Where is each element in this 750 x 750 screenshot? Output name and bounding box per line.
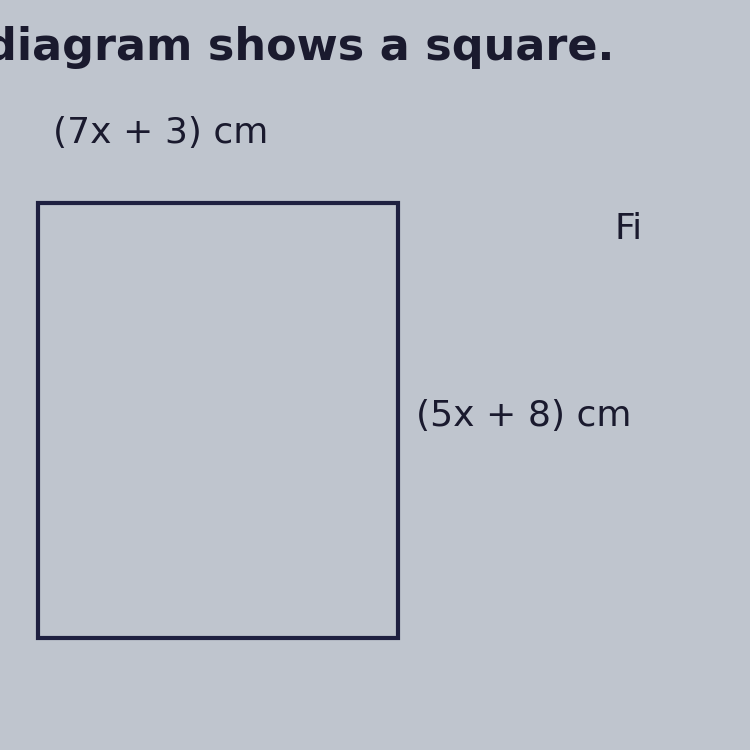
Text: diagram shows a square.: diagram shows a square. [0, 26, 614, 69]
Bar [38, 202, 398, 638]
Text: (5x + 8) cm: (5x + 8) cm [416, 399, 632, 433]
Text: Fi: Fi [615, 211, 643, 246]
Text: (7x + 3) cm: (7x + 3) cm [53, 116, 268, 150]
